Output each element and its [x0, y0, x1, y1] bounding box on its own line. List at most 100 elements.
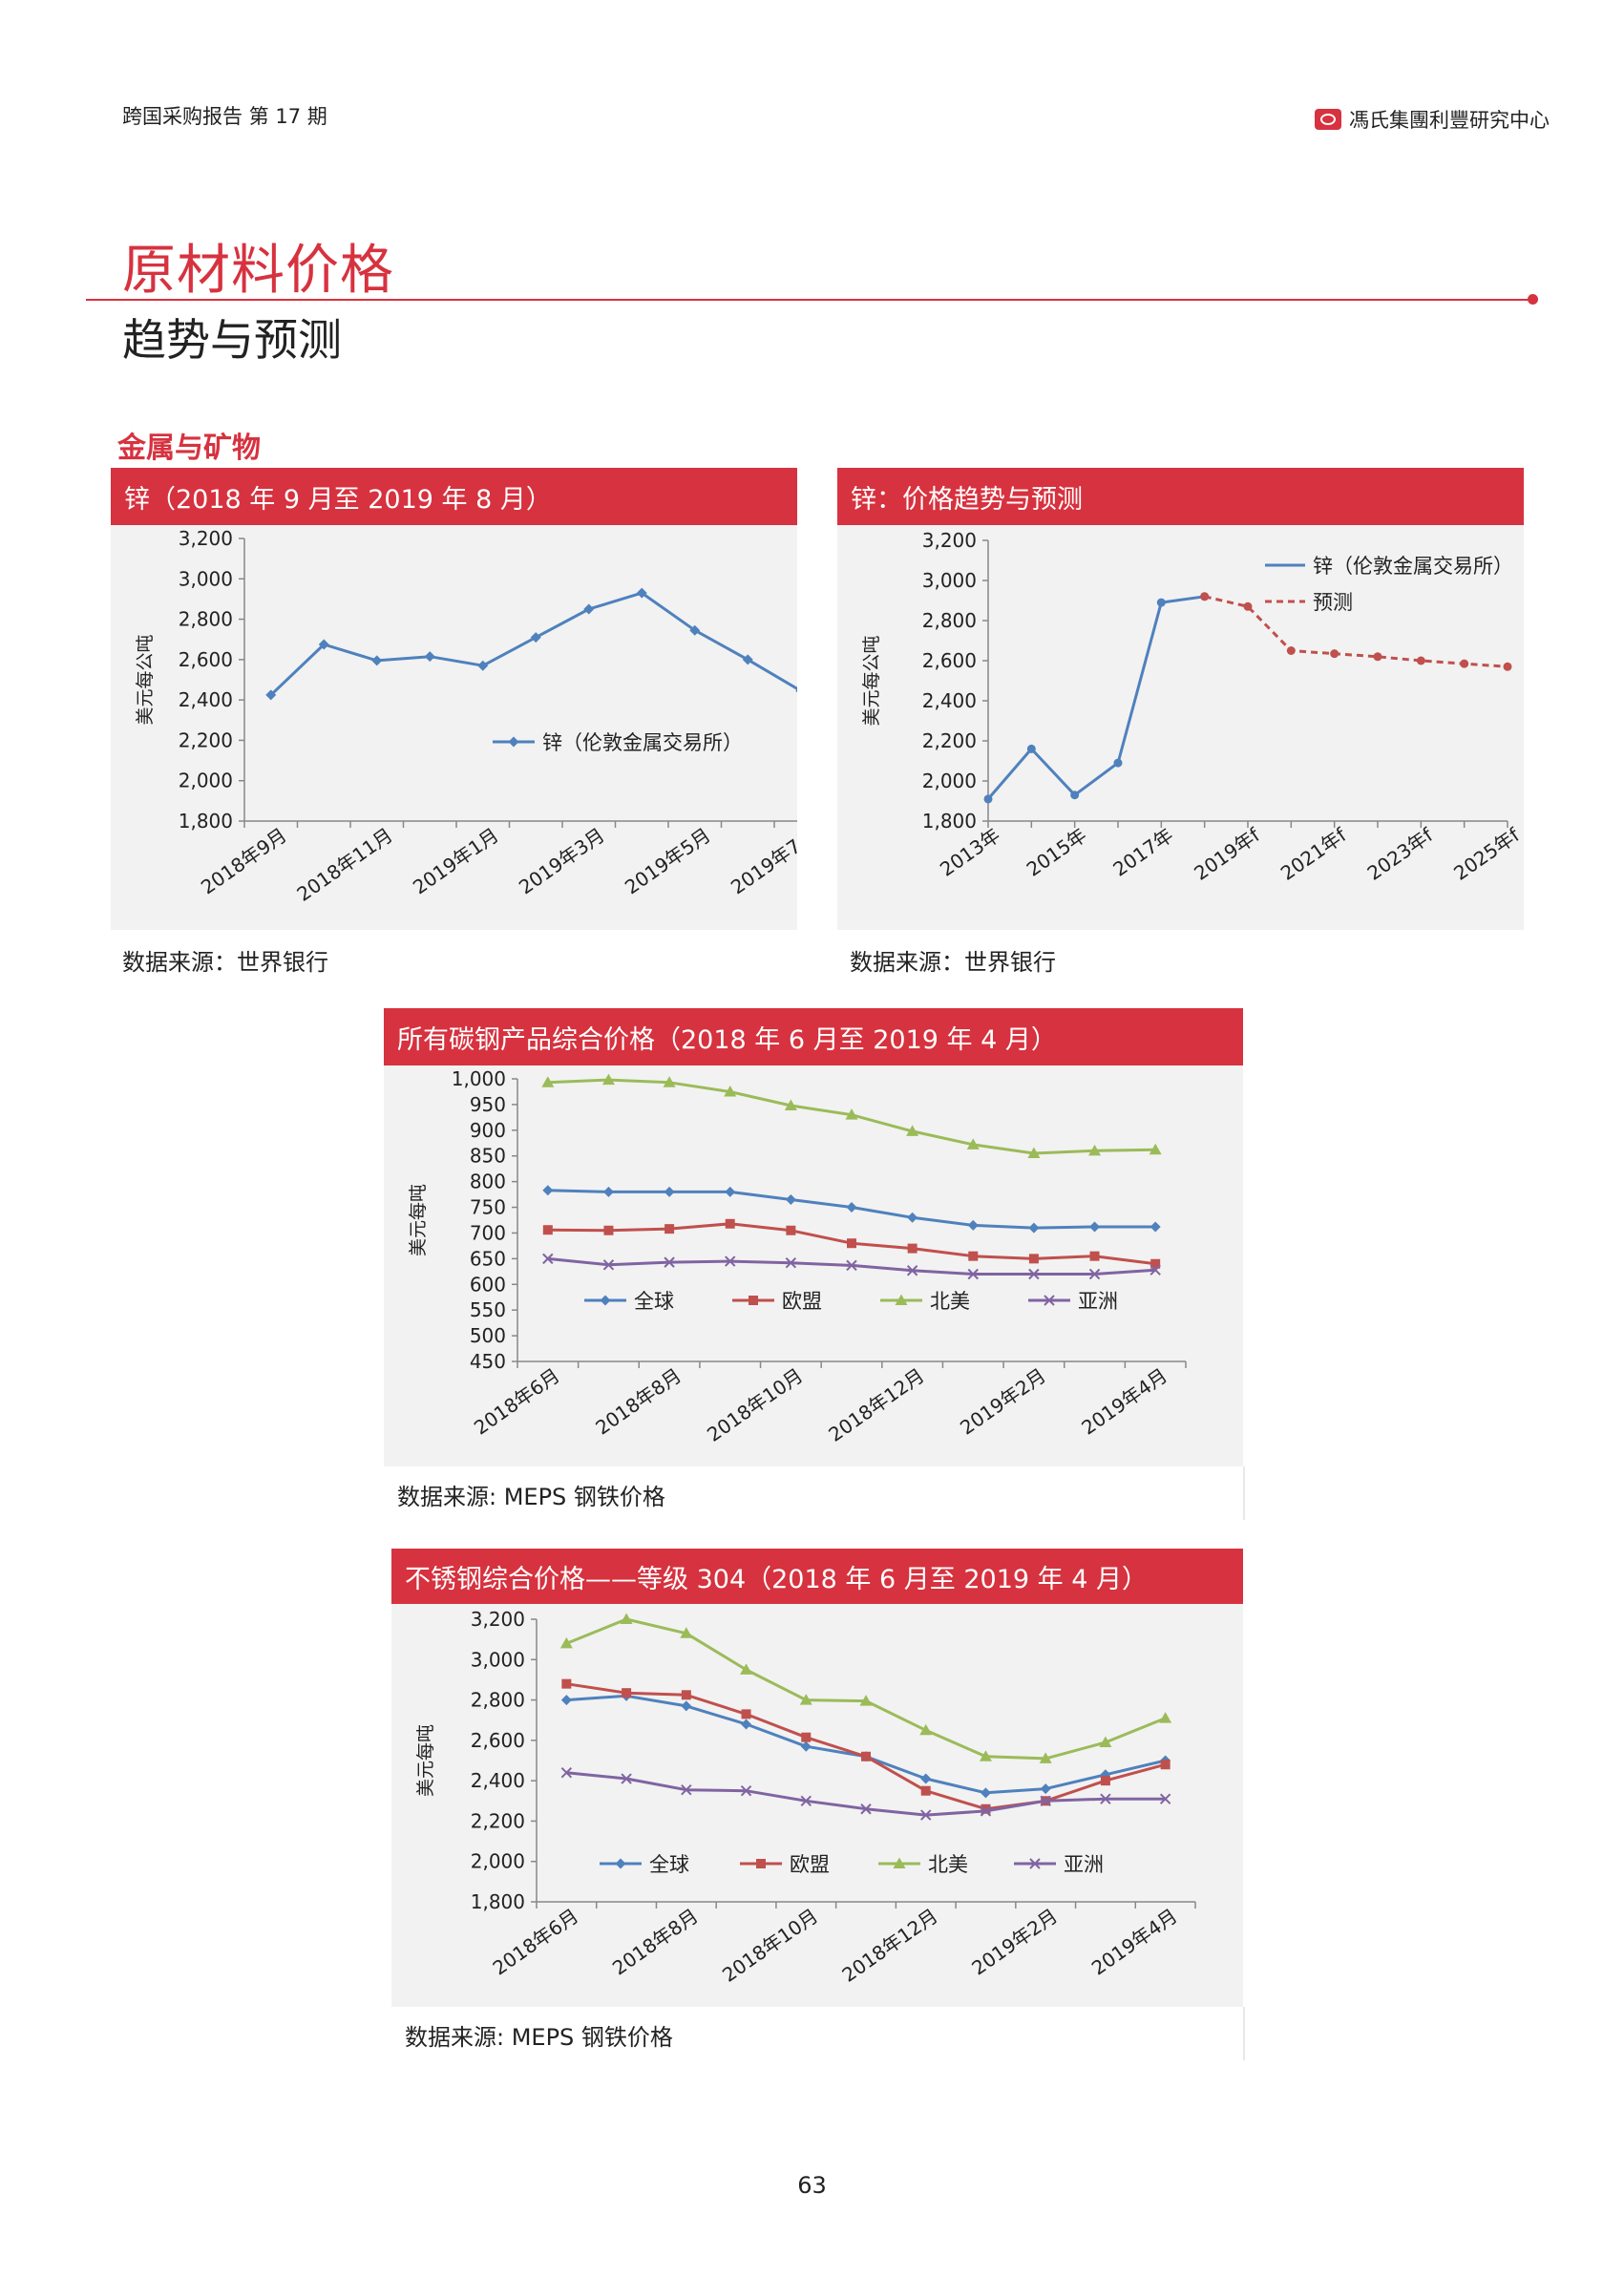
- data-point: [1149, 1221, 1161, 1233]
- data-point: [371, 655, 383, 666]
- data-point: [906, 1125, 919, 1136]
- x-tick-label: 2018年6月: [489, 1904, 583, 1979]
- y-tick-label: 1,000: [452, 1067, 506, 1090]
- data-point: [1149, 1143, 1162, 1155]
- x-tick-label: 2018年10月: [703, 1363, 807, 1445]
- data-point: [561, 1678, 572, 1689]
- data-point: [622, 1688, 632, 1698]
- y-tick-label: 550: [470, 1298, 506, 1321]
- page-title: 原材料价格: [122, 240, 394, 302]
- data-point: [1028, 1222, 1040, 1234]
- x-tick-label: 2018年12月: [838, 1904, 942, 1986]
- data-point: [1039, 1752, 1052, 1763]
- legend-label: 北美: [930, 1290, 970, 1313]
- zinc-forecast-chart: 1,800 2,000 2,200 2,400 2,600 2,800 3,000 3,200…: [861, 529, 1524, 885]
- section-heading: 金属与矿物: [117, 432, 261, 465]
- zinc-forecast-chart-panel: 锌：价格趋势与预测 1,800 2,000 2,200 2,400 2,600 2,800…: [837, 468, 1524, 930]
- chart-title: 锌（2018 年 9 月至 2019 年 8 月）: [111, 468, 797, 525]
- x-tick-label: 2019年4月: [1077, 1363, 1171, 1439]
- legend-marker: [893, 1857, 906, 1868]
- title-divider: [86, 299, 1537, 301]
- data-point: [1113, 758, 1123, 768]
- x-tick-label: 2025年f: [1449, 823, 1524, 885]
- data-point: [424, 651, 435, 663]
- x-tick-label: 2018年8月: [591, 1363, 685, 1439]
- data-point: [1100, 1793, 1111, 1804]
- x-tick-label: 2019年2月: [956, 1363, 1050, 1439]
- data-point: [602, 1259, 615, 1271]
- data-point: [795, 688, 797, 693]
- data-point: [981, 1803, 991, 1814]
- data-point: [1027, 1147, 1041, 1159]
- data-point: [741, 1709, 751, 1719]
- data-point: [846, 1202, 857, 1213]
- y-tick-label: 600: [470, 1273, 506, 1296]
- y-tick-label: 2,800: [179, 608, 233, 631]
- data-point: [1089, 1221, 1101, 1233]
- data-point: [1160, 1760, 1171, 1770]
- data-point: [1330, 649, 1339, 659]
- legend-marker: [615, 1858, 626, 1869]
- data-point: [542, 1225, 553, 1235]
- data-point: [1040, 1795, 1051, 1806]
- data-point: [785, 1193, 796, 1205]
- stainless-steel-chart-panel: 不锈钢综合价格——等级 304（2018 年 6 月至 2019 年 4 月） …: [391, 1549, 1243, 2007]
- data-point: [800, 1795, 812, 1806]
- y-tick-label: 2,400: [922, 689, 977, 712]
- data-point: [845, 1108, 858, 1120]
- y-tick-label: 2,400: [179, 688, 233, 711]
- data-point: [1416, 656, 1425, 665]
- data-point: [799, 1694, 812, 1705]
- data-point: [860, 1803, 872, 1815]
- data-point: [785, 1256, 797, 1269]
- legend-label: 全球: [634, 1290, 674, 1313]
- data-point: [318, 639, 329, 650]
- y-tick-label: 800: [470, 1171, 506, 1193]
- series-line: [986, 595, 1205, 800]
- data-point: [681, 1700, 692, 1712]
- legend-marker: [756, 1859, 766, 1868]
- chart-source: 数据来源：世界银行: [122, 949, 328, 976]
- chart-title: 不锈钢综合价格——等级 304（2018 年 6 月至 2019 年 4 月）: [391, 1549, 1243, 1604]
- data-point: [1089, 1251, 1100, 1261]
- y-tick-label: 1,800: [922, 810, 977, 833]
- legend-label: 预测: [1313, 591, 1353, 614]
- x-tick-label: 2023年f: [1363, 823, 1438, 885]
- series-line: [566, 1694, 1166, 1795]
- data-point: [983, 794, 993, 804]
- data-point: [967, 1268, 979, 1280]
- y-tick-label: 500: [470, 1324, 506, 1347]
- data-point: [920, 1785, 931, 1796]
- y-tick-label: 950: [470, 1093, 506, 1116]
- data-point: [603, 1225, 614, 1235]
- data-point: [664, 1256, 675, 1268]
- data-point: [980, 1787, 991, 1799]
- x-tick-label: 2018年11月: [293, 823, 397, 905]
- data-point: [541, 1076, 555, 1087]
- report-issue: 跨国采购报告 第 17 期: [122, 105, 327, 128]
- x-tick-label: 2018年9月: [197, 823, 291, 898]
- title-divider-dot: [1528, 294, 1538, 305]
- y-axis-title: 美元每公吨: [135, 634, 156, 725]
- data-point: [1026, 744, 1036, 753]
- chart-source: 数据来源: MEPS 钢铁价格: [397, 1484, 665, 1510]
- data-point: [663, 1076, 676, 1087]
- data-point: [681, 1783, 692, 1796]
- data-point: [906, 1265, 918, 1276]
- legend-label: 欧盟: [782, 1290, 822, 1313]
- stainless-steel-chart: 1,800 2,000 2,200 2,400 2,600 2,800 3,000 3,200…: [415, 1608, 1196, 1987]
- y-tick-label: 2,000: [471, 1850, 525, 1873]
- page-number: 63: [797, 2172, 827, 2199]
- data-point: [1099, 1736, 1112, 1747]
- data-point: [1159, 1712, 1172, 1723]
- legend-label: 欧盟: [790, 1853, 830, 1876]
- legend-label: 亚洲: [1078, 1290, 1118, 1313]
- data-point: [1028, 1268, 1040, 1280]
- data-point: [920, 1809, 932, 1821]
- data-point: [1159, 1793, 1171, 1804]
- data-point: [664, 1186, 675, 1197]
- y-tick-label: 450: [470, 1350, 506, 1373]
- data-point: [1243, 601, 1253, 611]
- x-tick-label: 2017年: [1108, 823, 1177, 880]
